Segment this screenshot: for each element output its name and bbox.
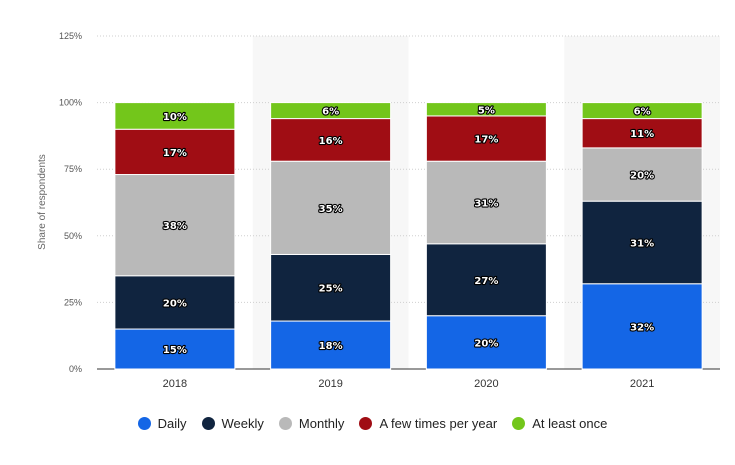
x-tick-label: 2021 [630,378,654,390]
data-label: 17% [163,148,187,159]
data-label: 31% [630,238,654,249]
bar-segment [114,275,236,330]
legend-dot-icon [359,417,373,430]
data-label: 32% [630,322,654,333]
bar-segment [270,118,392,162]
y-tick-label: 100% [59,98,82,108]
data-label-layer: 15% 20% 38% 17% 10% 18% 25% 35% 16% 6% 20% 27% 31% 17… [162,104,655,357]
data-label: 20% [163,298,187,309]
legend-label: A few times per year [379,416,498,431]
bar-segment [114,102,236,130]
legend-dot-icon [137,417,151,430]
data-label: 11% [630,129,654,140]
legend-label: Daily [157,416,187,431]
data-label: 15% [163,345,187,356]
data-label: 20% [474,338,498,349]
legend-item[interactable]: Daily [137,416,187,431]
x-tick-label: 2018 [163,378,187,390]
legend-item[interactable]: Weekly [201,416,264,431]
y-tick-label: 25% [64,297,82,307]
bar-segment [425,160,547,245]
bar-segment [270,102,392,120]
data-label: 16% [319,136,343,147]
bar-segment [270,160,392,255]
legend-item[interactable]: At least once [512,416,607,431]
bar-segment [425,102,547,117]
data-label: 20% [630,171,654,182]
legend-label: Monthly [298,416,345,431]
y-tick-label: 75% [64,164,82,174]
bar-segment [425,115,547,162]
bar-segment [425,243,547,317]
bar-segment [114,174,236,277]
x-tick-label-layer: 2018 2019 2020 2021 [163,378,655,390]
data-label: 10% [163,112,187,123]
y-axis-title: Share of respondents [37,154,48,250]
y-tick-label: 50% [64,231,82,241]
bar-segment [425,315,547,370]
data-label: 31% [474,199,498,210]
bar-segment [114,128,236,176]
bar-segment [581,118,703,149]
legend-label: Weekly [221,416,264,431]
legend-label: At least once [532,416,608,431]
legend-item[interactable]: Monthly [278,416,345,431]
legend-dot-icon [201,417,215,430]
legend-dot-icon [278,417,292,430]
y-tick-label: 125% [59,31,82,41]
bar-layer [114,102,703,370]
bar-segment [270,253,392,322]
bar-segment [581,283,703,370]
legend-item[interactable]: A few times per year [359,416,497,431]
data-label: 6% [322,107,339,118]
legend-dot-icon [512,417,526,430]
x-tick-label: 2020 [474,378,498,390]
bar-segment [581,200,703,285]
data-label: 5% [478,105,495,116]
data-label: 27% [474,276,498,287]
legend: Daily Weekly Monthly A few times per year At… [0,416,735,431]
data-label: 35% [319,204,343,215]
data-label: 38% [163,221,187,232]
data-label: 6% [634,107,651,118]
y-tick-label: 0% [69,364,82,374]
data-label: 17% [474,135,498,146]
data-label: 25% [319,284,343,295]
data-label: 18% [319,341,343,352]
bar-segment [581,102,703,120]
y-tick-label-layer: 0% 25% 50% 75% 100% 125% [59,31,82,374]
bar-segment [270,320,392,370]
x-tick-label: 2019 [318,378,342,390]
